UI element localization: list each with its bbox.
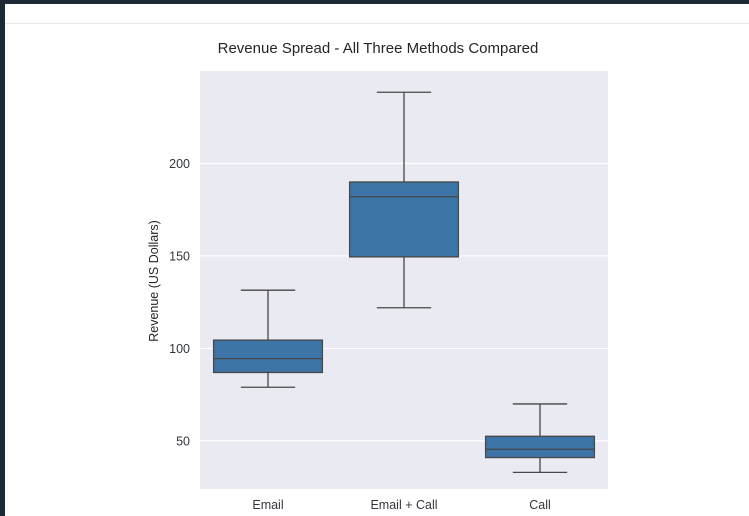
x-axis-ticks: Email Email + Call Call: [252, 498, 550, 512]
panel-divider: [5, 23, 749, 24]
iqr-box: [212, 339, 324, 374]
x-tick-label: Email + Call: [370, 498, 437, 512]
y-tick-label: 200: [169, 157, 190, 171]
box-email-call: [348, 91, 460, 309]
box-call: [484, 403, 596, 474]
x-tick-label: Call: [529, 498, 551, 512]
y-axis-ticks: 50 100 150 200: [169, 157, 190, 448]
box-series: [212, 91, 596, 474]
y-tick-label: 150: [169, 249, 190, 263]
window-frame-top: [0, 0, 749, 4]
window-frame-left: [0, 0, 5, 516]
iqr-box: [348, 181, 460, 258]
iqr-box: [484, 435, 596, 459]
chart-title: Revenue Spread - All Three Methods Compa…: [218, 40, 539, 57]
y-tick-label: 100: [169, 342, 190, 356]
x-tick-label: Email: [252, 498, 283, 512]
y-axis-label: Revenue (US Dollars): [147, 220, 161, 342]
y-tick-label: 50: [176, 434, 190, 448]
box-email: [212, 289, 324, 388]
